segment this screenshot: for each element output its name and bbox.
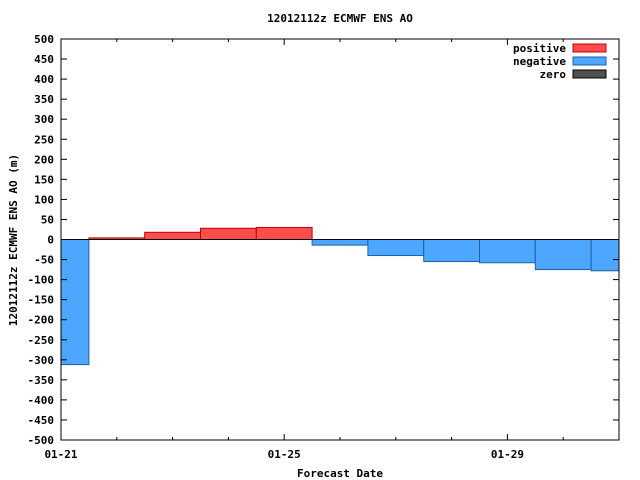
bar-7 xyxy=(423,239,481,263)
y-tick-label: 300 xyxy=(34,113,54,126)
y-tick-label: -200 xyxy=(28,314,55,327)
y-tick-label: -100 xyxy=(28,274,55,287)
x-tick-label: 01-29 xyxy=(491,448,524,461)
bar-9 xyxy=(534,239,592,271)
ticks-group: 500450400350300250200150100500-50-100-15… xyxy=(28,33,619,461)
y-tick-label: 400 xyxy=(34,73,54,86)
bar-0 xyxy=(60,239,90,366)
x-axis-label: Forecast Date xyxy=(297,467,383,480)
bar-10 xyxy=(590,239,620,272)
y-tick-label: 200 xyxy=(34,153,54,166)
y-tick-label: -250 xyxy=(28,334,55,347)
bars-group xyxy=(60,226,620,366)
y-tick-label: -50 xyxy=(34,254,54,267)
legend-label-positive: positive xyxy=(513,42,566,55)
y-tick-label: 150 xyxy=(34,173,54,186)
y-tick-label: -350 xyxy=(28,374,55,387)
x-tick-label: 01-21 xyxy=(44,448,77,461)
y-tick-label: 250 xyxy=(34,133,54,146)
bar-4 xyxy=(255,226,313,241)
y-tick-label: 0 xyxy=(47,234,54,247)
y-tick-label: 450 xyxy=(34,53,54,66)
bar-6 xyxy=(367,239,425,257)
legend-swatch-negative xyxy=(572,56,607,66)
y-tick-label: 100 xyxy=(34,193,54,206)
x-tick-label: 01-25 xyxy=(268,448,301,461)
plot-frame xyxy=(60,38,620,441)
y-axis-label: 12012112z ECMWF ENS AO (m) xyxy=(7,154,20,326)
legend-label-zero: zero xyxy=(540,68,567,81)
bar-5 xyxy=(311,239,369,246)
chart-title: 12012112z ECMWF ENS AO xyxy=(267,12,413,25)
bar-3 xyxy=(200,227,257,241)
y-tick-label: -500 xyxy=(28,434,55,447)
y-tick-label: -300 xyxy=(28,354,55,367)
legend-swatch-zero xyxy=(572,69,607,79)
legend-swatch-positive xyxy=(572,43,607,53)
y-tick-label: -150 xyxy=(28,294,55,307)
y-tick-label: -400 xyxy=(28,394,55,407)
y-tick-label: 50 xyxy=(41,213,54,226)
y-tick-label: 500 xyxy=(34,33,54,46)
y-tick-label: 350 xyxy=(34,93,54,106)
bar-8 xyxy=(479,239,536,264)
bar-2 xyxy=(144,231,201,240)
legend-label-negative: negative xyxy=(513,55,566,68)
y-tick-label: -450 xyxy=(28,414,55,427)
